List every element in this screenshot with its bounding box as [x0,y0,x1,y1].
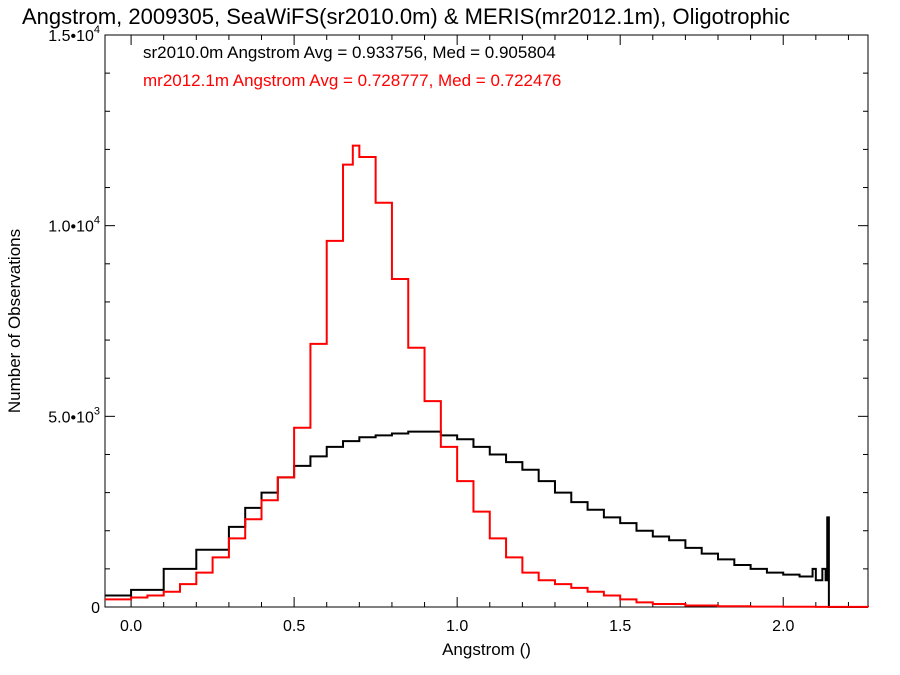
chart-title: Angstrom, 2009305, SeaWiFS(sr2010.0m) & … [22,4,790,29]
x-tick-label: 2.0 [772,618,794,635]
y-tick-label: 1.5•104 [48,24,100,45]
x-axis-label: Angstrom () [442,640,531,659]
legend-entry-mr2012.1m: mr2012.1m Angstrom Avg = 0.728777, Med =… [143,71,561,90]
x-axis: 0.0 0.5 1.0 1.5 2.0 [120,35,849,635]
y-axis: 0 5.0•103 1.0•104 1.5•104 [48,24,868,617]
y-tick-label: 0 [91,600,100,617]
y-tick-label: 1.0•104 [48,215,100,236]
y-axis-label: Number of Observations [5,229,24,413]
plot-frame [104,34,869,608]
x-tick-label: 1.0 [446,618,468,635]
legend: sr2010.0m Angstrom Avg = 0.933756, Med =… [143,43,561,90]
x-tick-label: 0.5 [283,618,305,635]
x-tick-label: 0.0 [120,618,142,635]
x-tick-label: 1.5 [609,618,631,635]
y-tick-label: 5.0•103 [48,405,100,426]
series-layer [105,144,869,608]
series-line-mr2012.1m [105,144,869,608]
legend-entry-sr2010.0m: sr2010.0m Angstrom Avg = 0.933756, Med =… [143,43,556,62]
series-line-sr2010.0m [105,430,868,608]
